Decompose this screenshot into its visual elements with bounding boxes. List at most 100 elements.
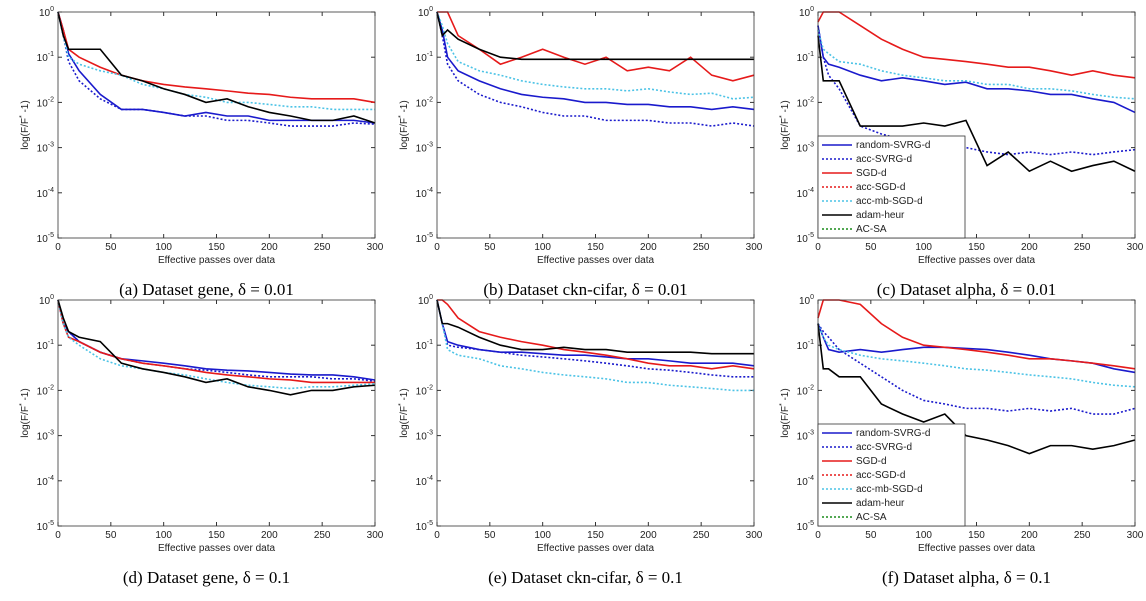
x-tick-label: 300 [746,530,763,541]
x-tick-label: 50 [865,530,877,541]
y-tick-label: 100 [418,6,433,19]
y-tick-base: 10 [797,477,809,488]
y-tick-base: 10 [797,522,809,533]
x-tick-label: 200 [1021,242,1038,253]
y-tick-base: 10 [797,189,809,200]
x-tick-label: 0 [815,530,821,541]
y-label-text: log(F/F [780,406,791,438]
y-tick-label: 10-2 [37,384,54,397]
y-tick-label: 100 [799,294,814,307]
y-tick-label: 10-5 [37,232,54,245]
y-tick-base: 10 [37,144,49,155]
x-tick-label: 300 [367,530,384,541]
series-line [436,11,755,111]
axes-frame [57,299,376,527]
y-tick-exponent: -5 [48,520,54,527]
y-tick-label: 10-1 [797,339,814,352]
y-label-sup: * [779,403,786,406]
y-tick-base: 10 [799,296,811,307]
y-tick-base: 10 [39,8,51,19]
y-tick-exponent: 0 [810,6,814,13]
y-label-sup: * [398,403,405,406]
caption: (d) Dataset gene, δ = 0.1 [123,568,290,587]
y-tick-base: 10 [37,234,49,245]
plot-area [437,12,754,238]
y-tick-base: 10 [416,189,428,200]
caption: (a) Dataset gene, δ = 0.01 [119,280,294,299]
x-tick-label: 150 [208,530,225,541]
y-tick-exponent: -4 [48,475,54,482]
y-tick-exponent: 0 [50,294,54,301]
x-tick-label: 0 [434,530,440,541]
y-tick-label: 10-1 [416,339,433,352]
y-tick-base: 10 [37,98,49,109]
series-line [57,11,376,124]
y-tick-base: 10 [416,432,428,443]
x-tick-label: 0 [434,242,440,253]
series-line [817,35,1136,173]
series-line [437,299,755,370]
x-tick-label: 150 [587,530,604,541]
y-tick-exponent: -5 [427,232,433,239]
x-tick-label: 100 [915,530,932,541]
caption: (f) Dataset alpha, δ = 0.1 [882,568,1051,587]
y-tick-label: 10-2 [797,384,814,397]
x-tick-label: 150 [208,242,225,253]
x-tick-label: 50 [484,530,496,541]
y-tick-base: 10 [37,386,49,397]
y-tick-base: 10 [37,522,49,533]
x-tick-label: 250 [693,242,710,253]
y-tick-exponent: -2 [427,384,433,391]
series-line [57,299,376,396]
y-tick-label: 10-1 [797,51,814,64]
y-tick-base: 10 [416,477,428,488]
legend-label: SGD-d [856,456,887,467]
y-tick-base: 10 [416,234,428,245]
caption: (b) Dataset ckn-cifar, δ = 0.01 [483,280,687,299]
legend-label: adam-heur [856,210,905,221]
y-tick-label: 10-2 [37,96,54,109]
y-tick-base: 10 [797,234,809,245]
y-tick-label: 10-3 [416,142,433,155]
y-label-rest: -1) [20,100,31,115]
legend-label: random-SVRG-d [856,428,930,439]
y-tick-label: 100 [799,6,814,19]
y-tick-exponent: -1 [808,339,814,346]
x-tick-label: 300 [367,242,384,253]
y-label-rest: -1) [20,388,31,403]
y-tick-label: 10-5 [416,520,433,533]
y-label-sup: * [398,115,405,118]
x-tick-label: 150 [587,242,604,253]
y-tick-exponent: -5 [48,232,54,239]
y-tick-exponent: -1 [427,339,433,346]
series-line [436,11,754,61]
series-line [436,299,754,392]
x-axis-label: Effective passes over data [918,255,1036,266]
y-tick-exponent: -2 [427,96,433,103]
y-tick-label: 10-3 [797,430,814,443]
y-tick-base: 10 [416,386,428,397]
legend-label: acc-mb-SGD-d [856,484,923,495]
x-tick-label: 0 [815,242,821,253]
y-axis-label: log(F/F* -1) [779,388,791,437]
x-tick-label: 100 [155,530,172,541]
y-tick-exponent: -4 [427,187,433,194]
y-label-rest: -1) [399,388,410,403]
series-line [436,11,755,127]
y-tick-base: 10 [797,53,809,64]
x-axis-label: Effective passes over data [158,543,276,554]
x-tick-label: 200 [640,242,657,253]
y-tick-label: 10-4 [37,187,54,200]
y-tick-label: 10-3 [37,142,54,155]
y-label-sup: * [19,403,26,406]
y-tick-base: 10 [37,189,49,200]
y-tick-label: 10-4 [416,187,433,200]
y-tick-label: 10-5 [37,520,54,533]
x-tick-label: 50 [865,242,877,253]
y-tick-label: 10-4 [797,475,814,488]
y-tick-label: 10-4 [37,475,54,488]
y-tick-exponent: 0 [429,294,433,301]
y-label-sup: * [779,115,786,118]
series-line [57,11,375,111]
axes-frame [436,11,755,239]
